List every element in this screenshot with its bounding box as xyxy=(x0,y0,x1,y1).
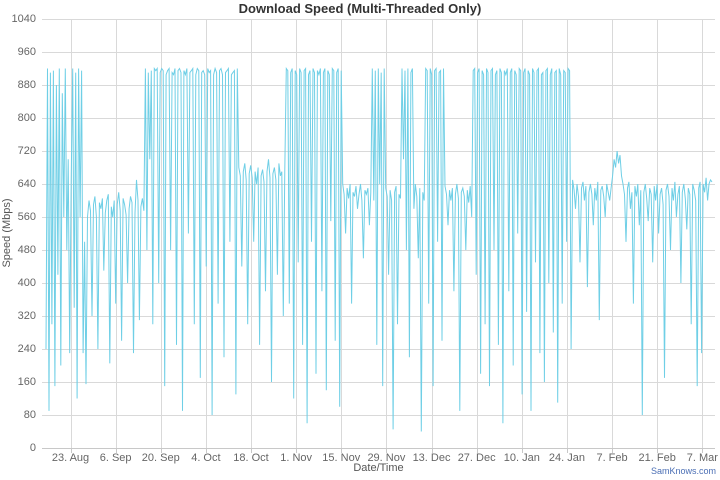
y-tick-label: 560 xyxy=(17,211,36,223)
x-tick-label: 20. Sep xyxy=(141,452,180,464)
y-tick-label: 80 xyxy=(23,409,36,421)
x-tick-label: 15. Nov xyxy=(322,452,361,464)
y-tick-label: 160 xyxy=(17,376,36,388)
credits-link[interactable]: SamKnows.com xyxy=(650,466,716,476)
y-tick-label: 320 xyxy=(17,310,36,322)
x-tick-label: 7. Feb xyxy=(596,452,628,464)
chart-title: Download Speed (Multi-Threaded Only) xyxy=(238,1,482,16)
x-tick-label: 29. Nov xyxy=(367,452,406,464)
x-tick-label: 21. Feb xyxy=(638,452,676,464)
y-tick-label: 240 xyxy=(17,343,36,355)
x-tick-label: 1. Nov xyxy=(280,452,313,464)
y-tick-label: 960 xyxy=(17,46,36,58)
x-tick-label: 13. Dec xyxy=(412,452,451,464)
y-tick-label: 480 xyxy=(17,244,36,256)
x-tick-label: 4. Oct xyxy=(191,452,221,464)
x-axis-title: Date/Time xyxy=(353,462,404,474)
x-tick-label: 18. Oct xyxy=(233,452,269,464)
y-tick-label: 1040 xyxy=(11,13,36,25)
y-tick-label: 720 xyxy=(17,145,36,157)
x-tick-label: 27. Dec xyxy=(457,452,496,464)
x-tick-label: 23. Aug xyxy=(51,452,90,464)
series-line xyxy=(45,66,713,432)
y-tick-label: 800 xyxy=(17,112,36,124)
x-tick-label: 24. Jan xyxy=(548,452,585,464)
y-axis-title: Speed (Mbps) xyxy=(1,198,13,268)
y-tick-label: 880 xyxy=(17,79,36,91)
x-tick-label: 10. Jan xyxy=(503,452,540,464)
x-tick-label: 6. Sep xyxy=(99,452,132,464)
x-tick-label: 7. Mar xyxy=(686,452,718,464)
y-tick-label: 0 xyxy=(29,442,36,454)
y-tick-label: 640 xyxy=(17,178,36,190)
y-tick-label: 400 xyxy=(17,277,36,289)
